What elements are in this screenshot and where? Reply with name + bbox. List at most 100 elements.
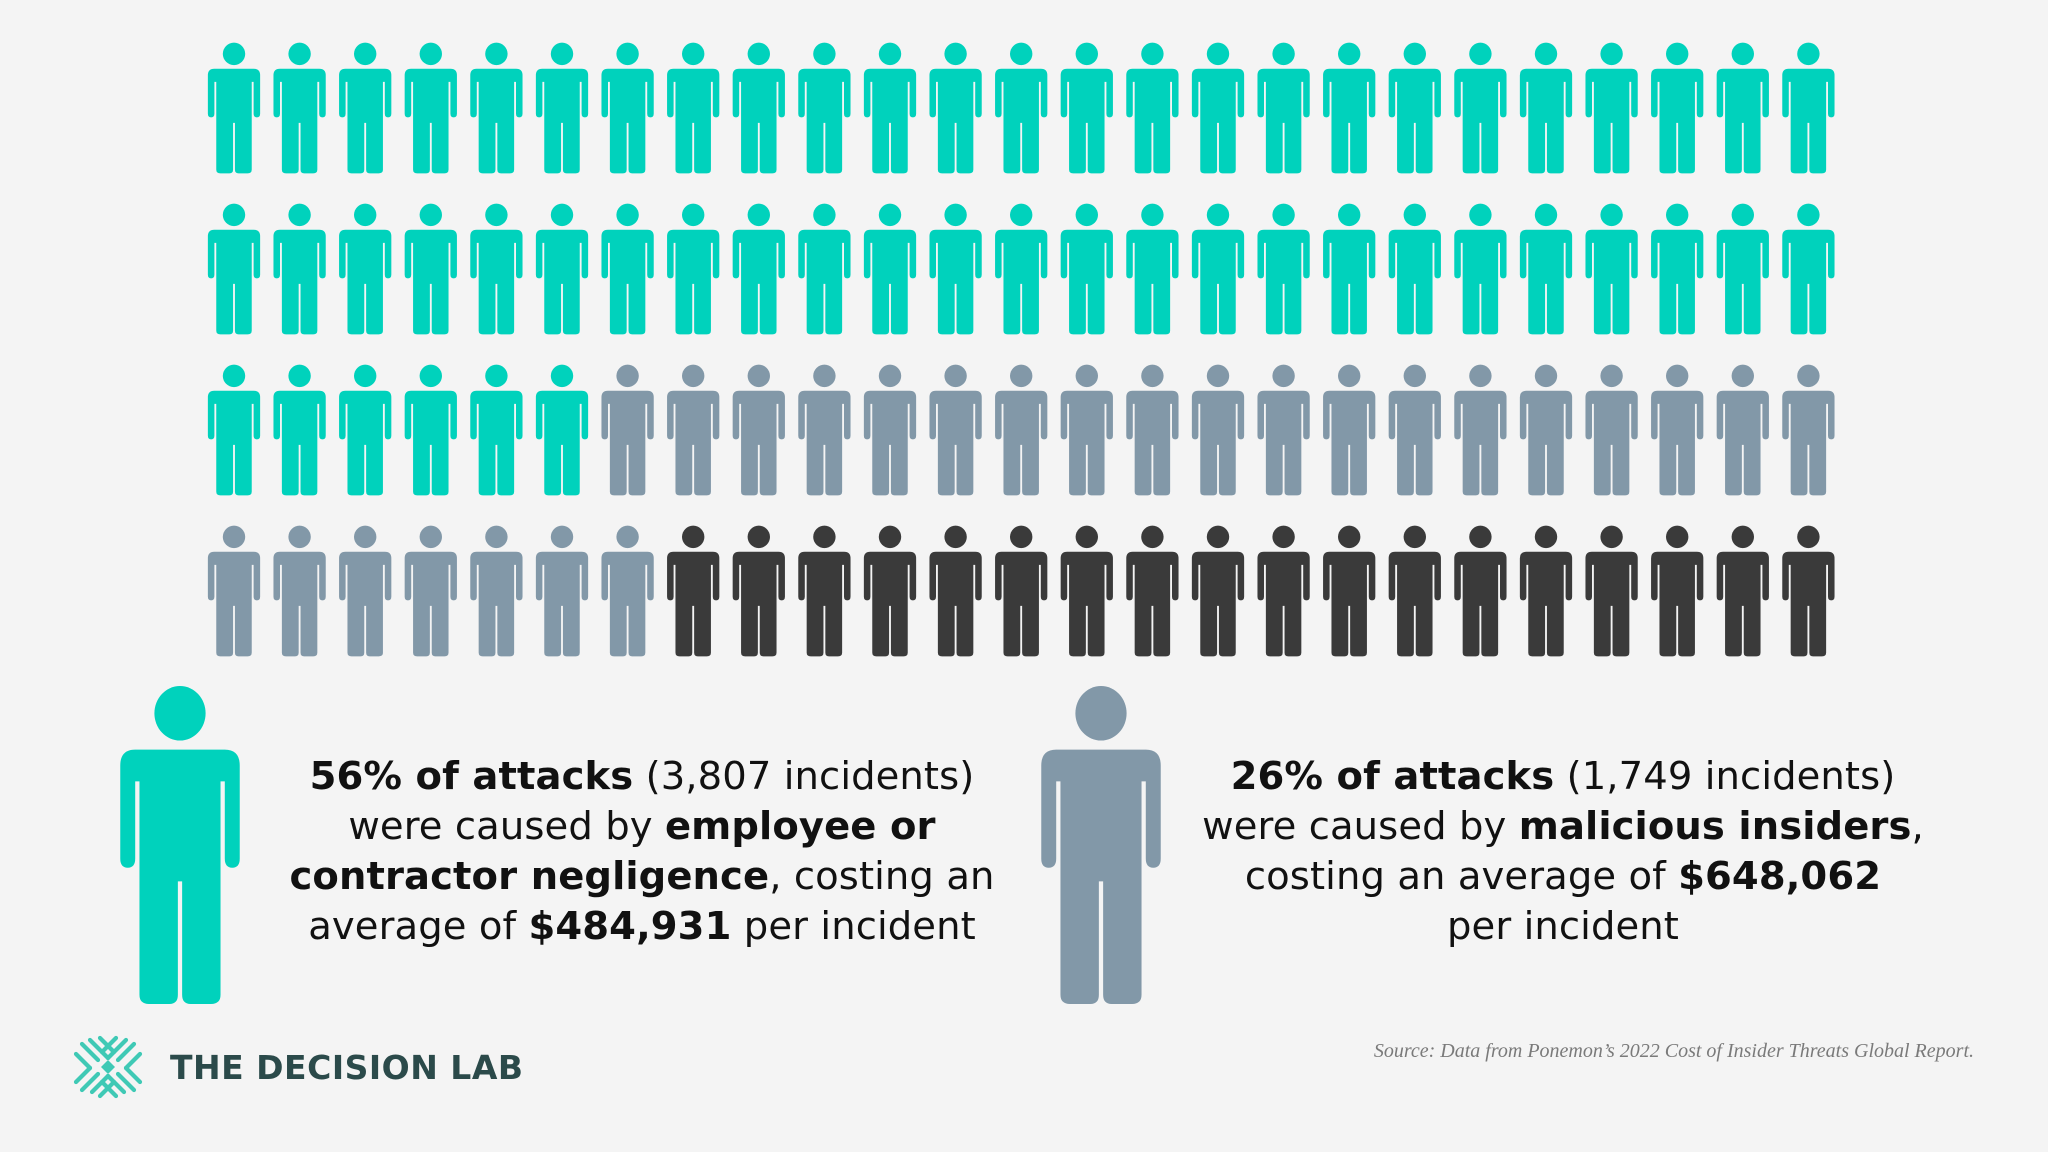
person-icon bbox=[1782, 525, 1835, 657]
person-icon bbox=[273, 364, 326, 496]
person-icon bbox=[1782, 364, 1835, 496]
person-icon bbox=[1716, 525, 1769, 657]
malicious-insider-stat-text: 26% of attacks (1,749 incidents) were cau… bbox=[1185, 752, 1941, 952]
person-icon bbox=[1651, 42, 1704, 174]
negligence-stat-text: 56% of attacks (3,807 incidents) were cau… bbox=[282, 752, 1002, 952]
person-icon bbox=[732, 525, 785, 657]
person-icon bbox=[995, 364, 1048, 496]
person-icon bbox=[404, 203, 457, 335]
person-icon bbox=[1519, 525, 1573, 657]
stat-line: were caused by malicious insiders, bbox=[1185, 802, 1941, 852]
person-icon bbox=[1519, 364, 1573, 496]
person-icon bbox=[339, 364, 392, 496]
person-icon bbox=[995, 525, 1048, 657]
brand-logo-lockup: THE DECISION LAB bbox=[68, 1032, 524, 1102]
source-note: Source: Data from Ponemon’s 2022 Cost of… bbox=[1373, 1040, 1974, 1062]
person-icon bbox=[1191, 364, 1245, 496]
person-icon bbox=[798, 364, 851, 496]
person-icon bbox=[732, 364, 785, 496]
person-icon bbox=[929, 525, 982, 657]
person-icon bbox=[601, 42, 654, 174]
person-icon bbox=[1519, 42, 1573, 174]
person-icon bbox=[1454, 525, 1507, 657]
stat-text: costing an average of bbox=[1244, 854, 1679, 899]
person-icon bbox=[1782, 203, 1835, 335]
person-icon bbox=[863, 42, 917, 174]
stat-emphasis: $648,062 bbox=[1678, 854, 1882, 899]
person-icon bbox=[1191, 525, 1245, 657]
stat-emphasis: 26% of attacks bbox=[1230, 754, 1555, 799]
person-icon bbox=[404, 42, 457, 174]
stat-line: 56% of attacks (3,807 incidents) bbox=[282, 752, 1002, 802]
person-icon bbox=[1388, 525, 1441, 657]
person-icon bbox=[1126, 525, 1179, 657]
stat-line: average of $484,931 per incident bbox=[282, 902, 1002, 952]
person-icon bbox=[1323, 364, 1376, 496]
stat-emphasis: 56% of attacks bbox=[309, 754, 634, 799]
malicious-insider-person-icon bbox=[1037, 686, 1165, 1004]
person-icon bbox=[798, 525, 851, 657]
person-icon bbox=[1651, 364, 1704, 496]
person-icon bbox=[1388, 364, 1441, 496]
person-icon bbox=[1060, 203, 1113, 335]
person-icon bbox=[601, 364, 654, 496]
person-icon bbox=[1191, 203, 1245, 335]
person-icon bbox=[535, 203, 589, 335]
person-icon bbox=[207, 525, 261, 657]
person-icon bbox=[667, 364, 720, 496]
person-icon bbox=[1585, 525, 1638, 657]
person-icon bbox=[1126, 42, 1179, 174]
stat-line: costing an average of $648,062 bbox=[1185, 852, 1941, 902]
person-icon bbox=[1257, 42, 1310, 174]
person-icon bbox=[601, 525, 654, 657]
person-icon bbox=[339, 203, 392, 335]
person-icon bbox=[1257, 364, 1310, 496]
person-icon bbox=[404, 525, 457, 657]
person-icon bbox=[1323, 203, 1376, 335]
person-icon bbox=[863, 525, 917, 657]
stat-line: 26% of attacks (1,749 incidents) bbox=[1185, 752, 1941, 802]
person-icon bbox=[535, 364, 589, 496]
person-icon bbox=[1257, 525, 1310, 657]
pictogram-chart bbox=[207, 42, 1835, 657]
stat-text: were caused by bbox=[1202, 804, 1519, 849]
person-icon bbox=[339, 42, 392, 174]
person-icon bbox=[863, 364, 917, 496]
person-icon bbox=[667, 203, 720, 335]
woven-lattice-icon bbox=[73, 1035, 143, 1099]
person-icon bbox=[470, 525, 523, 657]
person-icon bbox=[863, 203, 917, 335]
person-icon bbox=[995, 42, 1048, 174]
person-icon bbox=[1782, 42, 1835, 174]
person-icon bbox=[929, 364, 982, 496]
person-icon bbox=[1257, 203, 1310, 335]
person-icon bbox=[404, 364, 457, 496]
person-icon bbox=[535, 42, 589, 174]
person-icon bbox=[207, 42, 261, 174]
negligence-person-icon bbox=[116, 686, 244, 1004]
person-icon bbox=[1716, 364, 1769, 496]
person-icon bbox=[1651, 525, 1704, 657]
stat-emphasis: contractor negligence bbox=[289, 854, 770, 899]
person-icon bbox=[470, 42, 523, 174]
person-icon bbox=[273, 42, 326, 174]
person-icon bbox=[929, 42, 982, 174]
person-icon bbox=[1126, 203, 1179, 335]
person-icon bbox=[339, 525, 392, 657]
brand-name: THE DECISION LAB bbox=[170, 1047, 524, 1087]
person-icon bbox=[1126, 364, 1179, 496]
person-icon bbox=[1060, 525, 1113, 657]
person-icon bbox=[273, 525, 326, 657]
person-icon bbox=[1716, 42, 1769, 174]
stat-emphasis: employee or bbox=[664, 804, 936, 849]
person-icon bbox=[1323, 525, 1376, 657]
person-icon bbox=[929, 203, 982, 335]
person-icon bbox=[667, 525, 720, 657]
person-icon bbox=[535, 525, 589, 657]
stat-line: were caused by employee or bbox=[282, 802, 1002, 852]
person-icon bbox=[1388, 203, 1441, 335]
stat-text: were caused by bbox=[348, 804, 665, 849]
person-icon bbox=[1519, 203, 1573, 335]
person-icon bbox=[1060, 42, 1113, 174]
person-icon bbox=[1191, 42, 1245, 174]
